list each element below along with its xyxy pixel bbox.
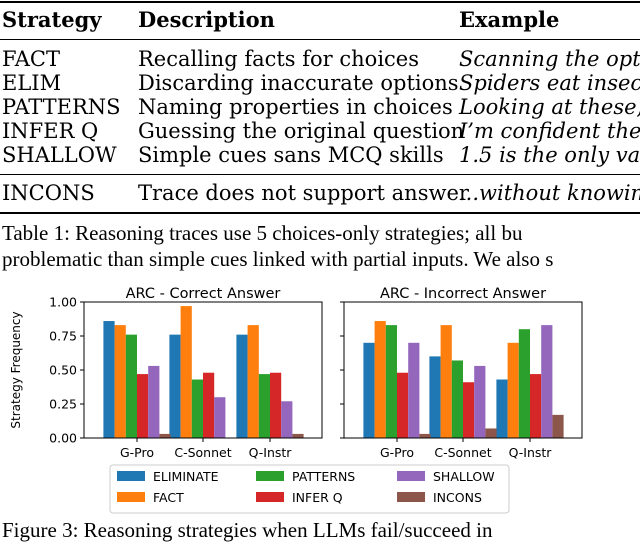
legend: ELIMINATE FACT PATTERNS INFER Q SHALLOW INCON… bbox=[109, 464, 510, 514]
legend-label: PATTERNS bbox=[292, 469, 355, 484]
row-strategy: FACT bbox=[2, 47, 60, 71]
legend-swatch bbox=[256, 492, 284, 502]
row-example: ...without knowing bbox=[459, 181, 640, 205]
x-tick-label: Q-Instr bbox=[509, 445, 553, 460]
figure-caption-label: Figure 3: bbox=[2, 518, 79, 542]
x-tick-label: Q-Instr bbox=[249, 445, 293, 460]
table-caption-label: Table 1: bbox=[2, 221, 70, 245]
table-caption: Table 1: Reasoning traces use 5 choices-… bbox=[2, 221, 522, 245]
row-strategy: ELIM bbox=[2, 71, 62, 95]
chart-incorrect-answer: ARC - Incorrect Answer G-Pro C-Sonnet Q-Ins… bbox=[340, 286, 583, 460]
bar bbox=[125, 334, 137, 438]
row-strategy: INCONS bbox=[2, 181, 95, 205]
header-example: Example bbox=[459, 7, 560, 32]
bar bbox=[408, 342, 420, 438]
row-strategy: INFER Q bbox=[2, 119, 99, 143]
bar bbox=[374, 321, 386, 438]
bar bbox=[169, 334, 181, 438]
chart-title: ARC - Incorrect Answer bbox=[380, 286, 546, 302]
row-example: Looking at these, I bbox=[459, 95, 640, 119]
bar bbox=[292, 433, 304, 438]
table-caption-line2: problematic than simple cues linked with… bbox=[2, 247, 554, 271]
bar bbox=[203, 372, 215, 438]
y-tick-label: 0.25 bbox=[49, 397, 77, 412]
bar bbox=[236, 334, 248, 438]
row-description: Discarding inaccurate options bbox=[138, 71, 459, 95]
legend-label: ELIMINATE bbox=[153, 469, 219, 484]
figure-caption-text: Reasoning strategies when LLMs fail/succ… bbox=[83, 518, 493, 542]
bar bbox=[397, 372, 409, 438]
legend-swatch bbox=[117, 492, 145, 502]
legend-swatch bbox=[256, 471, 284, 481]
row-strategy: SHALLOW bbox=[2, 143, 117, 167]
legend-label: FACT bbox=[153, 490, 184, 505]
y-tick-label: 1.00 bbox=[49, 295, 77, 310]
row-description: Trace does not support answer bbox=[138, 181, 469, 205]
figure-3: ARC - Correct Answer 0.00 0.25 0.50 0.75 1.00… bbox=[0, 278, 640, 518]
x-tick-label: C-Sonnet bbox=[174, 445, 231, 460]
header-description: Description bbox=[138, 7, 275, 32]
bar bbox=[385, 325, 397, 438]
bar bbox=[159, 433, 171, 438]
y-tick-label: 0.00 bbox=[49, 431, 77, 446]
figure-caption: Figure 3: Reasoning strategies when LLMs… bbox=[2, 518, 492, 542]
y-axis-label: Strategy Frequency bbox=[9, 311, 23, 428]
bar bbox=[530, 374, 542, 438]
bar bbox=[485, 428, 497, 438]
row-example: I’m confident the a bbox=[459, 119, 640, 143]
row-strategy: PATTERNS bbox=[2, 95, 121, 119]
figure-svg: ARC - Correct Answer 0.00 0.25 0.50 0.75 1.00… bbox=[9, 286, 583, 514]
chart-correct-answer: ARC - Correct Answer 0.00 0.25 0.50 0.75 1.00… bbox=[9, 286, 323, 460]
table-bottom-rule bbox=[0, 212, 640, 214]
bar bbox=[103, 321, 115, 438]
bar bbox=[114, 325, 126, 438]
row-example: Scanning the optio bbox=[459, 47, 640, 71]
header-strategy: Strategy bbox=[2, 7, 102, 32]
row-description: Simple cues sans MCQ skills bbox=[138, 143, 444, 167]
row-example: 1.5 is the only valu bbox=[459, 143, 640, 167]
legend-swatch bbox=[397, 492, 425, 502]
x-tick-label: G-Pro bbox=[120, 445, 154, 460]
table-mid-rule bbox=[0, 174, 640, 175]
bar bbox=[451, 360, 463, 438]
row-example: Spiders eat insects bbox=[459, 71, 640, 95]
table-top-rule bbox=[0, 1, 640, 3]
x-tick-label: C-Sonnet bbox=[434, 445, 491, 460]
row-description: Naming properties in choices bbox=[138, 95, 453, 119]
bar bbox=[518, 329, 530, 438]
y-tick-label: 0.50 bbox=[49, 363, 77, 378]
bar bbox=[281, 401, 293, 438]
row-description: Guessing the original question bbox=[138, 119, 465, 143]
bar bbox=[258, 374, 270, 438]
bar bbox=[191, 379, 203, 438]
bar bbox=[474, 365, 486, 438]
legend-label: SHALLOW bbox=[433, 469, 495, 484]
legend-swatch bbox=[397, 471, 425, 481]
legend-label: INCONS bbox=[433, 490, 482, 505]
bar bbox=[137, 374, 149, 438]
bar bbox=[180, 306, 192, 438]
bar bbox=[214, 397, 226, 438]
table-header-rule bbox=[0, 39, 640, 40]
row-description: Recalling facts for choices bbox=[138, 47, 419, 71]
bar bbox=[148, 365, 160, 438]
bar bbox=[552, 414, 564, 438]
bar bbox=[363, 342, 375, 438]
x-tick-label: G-Pro bbox=[380, 445, 414, 460]
bar bbox=[247, 325, 259, 438]
legend-swatch bbox=[117, 471, 145, 481]
bar bbox=[541, 325, 553, 438]
bar bbox=[507, 342, 519, 438]
bar bbox=[463, 382, 475, 438]
y-tick-label: 0.75 bbox=[49, 329, 77, 344]
bar bbox=[270, 372, 282, 438]
legend-label: INFER Q bbox=[292, 490, 343, 505]
table-caption-line1: Reasoning traces use 5 choices-only stra… bbox=[75, 221, 523, 245]
bar bbox=[440, 325, 452, 438]
chart-title: ARC - Correct Answer bbox=[126, 286, 281, 302]
bar bbox=[496, 379, 508, 438]
bar bbox=[429, 356, 441, 438]
bar bbox=[419, 433, 431, 438]
